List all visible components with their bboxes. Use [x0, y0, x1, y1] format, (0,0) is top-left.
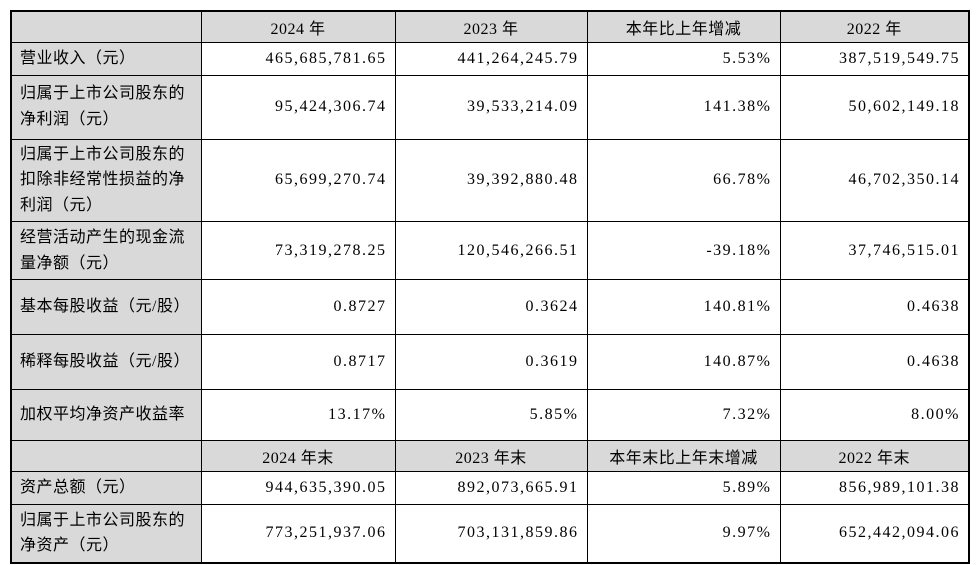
header-col-2022-end: 2022 年末 — [779, 440, 970, 473]
header-col-2024: 2024 年 — [200, 10, 396, 43]
cell-value: 441,264,245.79 — [394, 41, 588, 76]
cell-value: 65,699,270.74 — [200, 138, 396, 223]
header-col-yearend-change: 本年末比上年末增减 — [586, 440, 781, 473]
row-label: 基本每股收益（元/股） — [10, 279, 202, 336]
cell-value: 50,602,149.18 — [779, 74, 970, 140]
header-col-2023-end: 2023 年末 — [394, 440, 588, 473]
cell-value: 0.8717 — [200, 334, 396, 391]
header-col-yoy-change: 本年比上年增减 — [586, 10, 781, 43]
cell-value: 773,251,937.06 — [200, 504, 396, 564]
row-label: 营业收入（元） — [10, 41, 202, 76]
cell-value: 387,519,549.75 — [779, 41, 970, 76]
cell-value: 120,546,266.51 — [394, 221, 588, 281]
cell-value: 95,424,306.74 — [200, 74, 396, 140]
header-row-annual: 2024 年 2023 年 本年比上年增减 2022 年 — [10, 10, 970, 43]
table-row: 归属于上市公司股东的扣除非经常性损益的净利润（元） 65,699,270.74 39… — [10, 138, 970, 223]
cell-value: 0.4638 — [779, 334, 970, 391]
cell-value: 66.78% — [586, 138, 781, 223]
cell-value: 892,073,665.91 — [394, 471, 588, 506]
cell-value: 141.38% — [586, 74, 781, 140]
header-col-2023: 2023 年 — [394, 10, 588, 43]
financial-summary-table: 2024 年 2023 年 本年比上年增减 2022 年 营业收入（元） 465,… — [10, 10, 970, 564]
cell-value: 39,533,214.09 — [394, 74, 588, 140]
row-label: 归属于上市公司股东的扣除非经常性损益的净利润（元） — [10, 138, 202, 223]
row-label: 资产总额（元） — [10, 471, 202, 506]
cell-value: 0.3619 — [394, 334, 588, 391]
cell-value: 39,392,880.48 — [394, 138, 588, 223]
row-label: 经营活动产生的现金流量净额（元） — [10, 221, 202, 281]
table-row: 营业收入（元） 465,685,781.65 441,264,245.79 5.53%… — [10, 41, 970, 76]
cell-value: 140.81% — [586, 279, 781, 336]
cell-value: 37,746,515.01 — [779, 221, 970, 281]
cell-value: 9.97% — [586, 504, 781, 564]
row-label: 加权平均净资产收益率 — [10, 389, 202, 442]
cell-value: 0.4638 — [779, 279, 970, 336]
table-row: 经营活动产生的现金流量净额（元） 73,319,278.25 120,546,266… — [10, 221, 970, 281]
cell-value: 652,442,094.06 — [779, 504, 970, 564]
header-corner-cell — [10, 10, 202, 43]
table-row: 基本每股收益（元/股） 0.8727 0.3624 140.81% 0.4638 — [10, 279, 970, 336]
table-row: 资产总额（元） 944,635,390.05 892,073,665.91 5.89%… — [10, 471, 970, 506]
row-label: 归属于上市公司股东的净资产（元） — [10, 504, 202, 564]
table-row: 归属于上市公司股东的净利润（元） 95,424,306.74 39,533,214.… — [10, 74, 970, 140]
cell-value: 0.8727 — [200, 279, 396, 336]
cell-value: 0.3624 — [394, 279, 588, 336]
cell-value: 8.00% — [779, 389, 970, 442]
section-annual: 2024 年 2023 年 本年比上年增减 2022 年 营业收入（元） 465,… — [10, 10, 970, 442]
cell-value: 46,702,350.14 — [779, 138, 970, 223]
cell-value: 5.53% — [586, 41, 781, 76]
row-label: 稀释每股收益（元/股） — [10, 334, 202, 391]
cell-value: 13.17% — [200, 389, 396, 442]
cell-value: 5.89% — [586, 471, 781, 506]
cell-value: 7.32% — [586, 389, 781, 442]
cell-value: 703,131,859.86 — [394, 504, 588, 564]
cell-value: 856,989,101.38 — [779, 471, 970, 506]
cell-value: -39.18% — [586, 221, 781, 281]
section-yearend: 2024 年末 2023 年末 本年末比上年末增减 2022 年末 资产总额（元… — [10, 440, 970, 564]
header-col-2022: 2022 年 — [779, 10, 970, 43]
row-label: 归属于上市公司股东的净利润（元） — [10, 74, 202, 140]
cell-value: 73,319,278.25 — [200, 221, 396, 281]
header-row-yearend: 2024 年末 2023 年末 本年末比上年末增减 2022 年末 — [10, 440, 970, 473]
table-row: 加权平均净资产收益率 13.17% 5.85% 7.32% 8.00% — [10, 389, 970, 442]
header-col-2024-end: 2024 年末 — [200, 440, 396, 473]
cell-value: 140.87% — [586, 334, 781, 391]
table-row: 稀释每股收益（元/股） 0.8717 0.3619 140.87% 0.4638 — [10, 334, 970, 391]
cell-value: 5.85% — [394, 389, 588, 442]
header-corner-cell — [10, 440, 202, 473]
cell-value: 465,685,781.65 — [200, 41, 396, 76]
cell-value: 944,635,390.05 — [200, 471, 396, 506]
table-row: 归属于上市公司股东的净资产（元） 773,251,937.06 703,131,85… — [10, 504, 970, 564]
